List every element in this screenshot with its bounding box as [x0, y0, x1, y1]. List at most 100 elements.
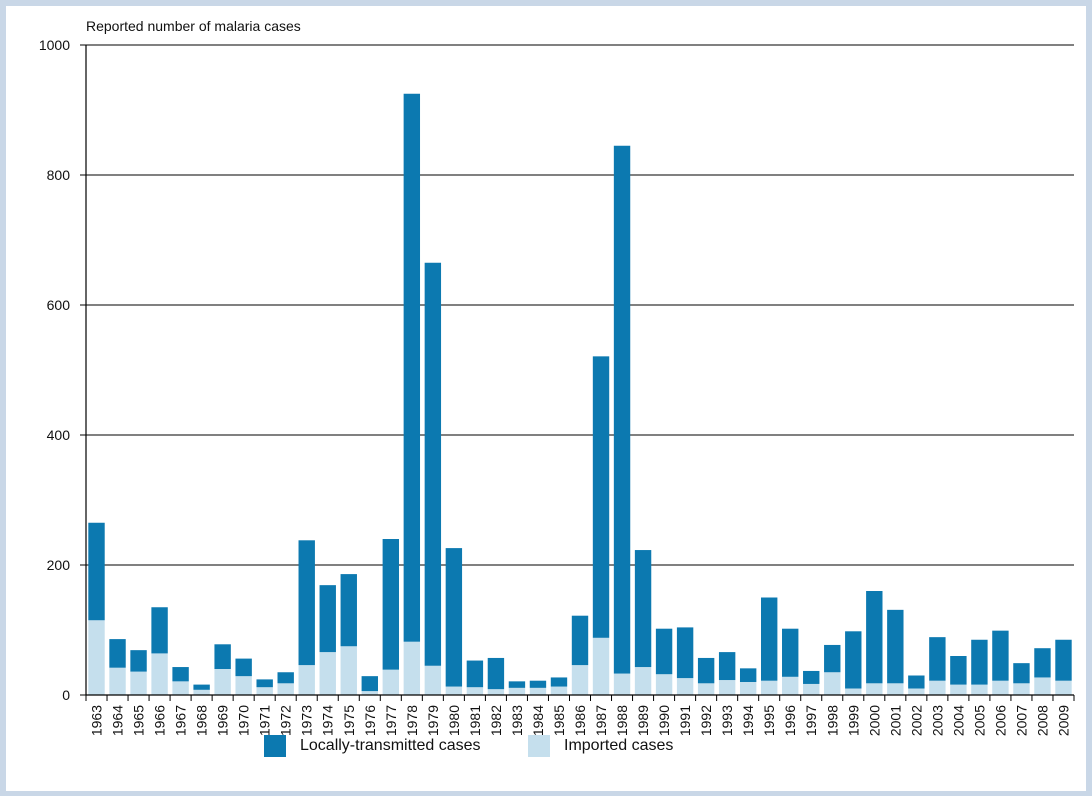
bar-imported-1974	[319, 652, 336, 695]
y-tick-label-400: 400	[47, 427, 71, 443]
legend-item-local: Locally-transmitted cases	[264, 735, 481, 757]
bar-imported-1967	[172, 681, 189, 695]
bar-imported-1991	[676, 678, 694, 695]
axis-labels: 0 200 400 600 800 1000 Reported number of mala…	[39, 18, 1072, 736]
bar-imported-2007	[1013, 683, 1030, 695]
x-tick-label-2006: 2006	[992, 705, 1008, 736]
bar-imported-1975	[340, 646, 357, 695]
x-tick-label-2002: 2002	[908, 705, 924, 736]
y-tick-label-200: 200	[47, 557, 71, 573]
x-tick-label-1980: 1980	[446, 705, 462, 736]
legend-swatch-imported	[528, 735, 550, 757]
y-tick-label-1000: 1000	[39, 37, 70, 53]
bar-imported-1963	[88, 620, 105, 695]
bar-local-1971	[256, 679, 273, 688]
bar-local-1985	[550, 677, 568, 687]
bar-local-2009	[1055, 639, 1072, 681]
bar-local-1969	[214, 644, 231, 669]
bar-imported-1969	[214, 669, 231, 695]
bar-imported-1987	[592, 637, 610, 695]
x-tick-label-1994: 1994	[740, 705, 756, 736]
bar-imported-2000	[866, 683, 883, 695]
x-tick-label-2004: 2004	[950, 705, 966, 736]
bar-imported-1994	[739, 682, 757, 695]
bar-local-1975	[340, 574, 357, 647]
bar-imported-2003	[929, 680, 946, 695]
bar-imported-2006	[992, 680, 1009, 695]
x-tick-label-1979: 1979	[425, 705, 441, 736]
x-tick-label-1963: 1963	[89, 705, 105, 736]
bar-local-1982	[487, 657, 505, 690]
x-tick-label-1997: 1997	[803, 705, 819, 736]
bar-local-1968	[193, 684, 210, 690]
bar-imported-1992	[697, 683, 715, 695]
x-tick-label-1989: 1989	[635, 705, 651, 736]
x-tick-label-2008: 2008	[1034, 705, 1050, 736]
x-tick-label-1976: 1976	[362, 705, 378, 736]
bar-local-2008	[1034, 648, 1051, 678]
bar-local-1993	[718, 652, 736, 681]
bar-local-1972	[277, 672, 294, 684]
bars	[88, 93, 1072, 695]
x-tick-label-1987: 1987	[593, 705, 609, 736]
x-tick-label-1967: 1967	[173, 705, 189, 736]
x-tick-label-1971: 1971	[257, 705, 273, 736]
x-tick-label-1965: 1965	[131, 705, 147, 736]
bar-local-2004	[950, 656, 967, 685]
bar-imported-1981	[466, 687, 484, 695]
bar-local-1992	[697, 657, 715, 684]
bar-imported-1973	[298, 665, 315, 695]
bar-local-2001	[887, 609, 904, 684]
x-tick-label-1999: 1999	[845, 705, 861, 736]
bar-local-1986	[571, 615, 589, 666]
bar-local-1976	[361, 676, 378, 692]
malaria-cases-chart: 0 200 400 600 800 1000 Reported number of mala…	[39, 18, 1075, 736]
bar-imported-1966	[151, 653, 168, 695]
grid-lines	[86, 44, 1074, 566]
bar-local-2000	[866, 591, 883, 684]
bar-imported-1993	[718, 680, 736, 695]
x-tick-label-2007: 2007	[1013, 705, 1029, 736]
bar-imported-1972	[277, 683, 294, 695]
bar-local-1988	[613, 145, 631, 674]
bar-imported-1999	[845, 688, 862, 695]
bar-local-1987	[592, 356, 610, 638]
x-tick-label-1966: 1966	[152, 705, 168, 736]
bar-local-1977	[382, 539, 400, 670]
x-tick-label-1978: 1978	[404, 705, 420, 736]
bar-imported-2005	[971, 684, 988, 695]
bar-local-2007	[1013, 663, 1030, 684]
bar-local-1970	[235, 658, 252, 677]
bar-imported-2001	[887, 683, 904, 695]
bar-local-1967	[172, 667, 189, 682]
x-tick-label-1995: 1995	[761, 705, 777, 736]
bar-imported-2002	[908, 688, 925, 695]
x-tick-label-2001: 2001	[887, 705, 903, 736]
bar-local-1981	[466, 660, 484, 688]
bar-imported-1984	[529, 687, 547, 695]
x-tick-label-2005: 2005	[971, 705, 987, 736]
bar-local-1995	[760, 597, 778, 681]
bar-local-1980	[445, 548, 463, 687]
x-tick-label-1969: 1969	[215, 705, 231, 736]
bar-imported-1965	[130, 671, 147, 695]
bar-local-1999	[845, 631, 862, 689]
x-tick-label-1992: 1992	[698, 705, 714, 736]
legend-label-imported: Imported cases	[564, 737, 674, 754]
bar-local-1979	[424, 262, 442, 666]
bar-imported-1995	[760, 680, 778, 695]
bar-local-1973	[298, 540, 315, 666]
x-tick-label-1993: 1993	[719, 705, 735, 736]
x-tick-label-1998: 1998	[824, 705, 840, 736]
bar-imported-1977	[382, 669, 400, 695]
y-axis-title: Reported number of malaria cases	[86, 18, 301, 34]
bar-local-1997	[803, 670, 820, 684]
x-tick-label-2003: 2003	[929, 705, 945, 736]
x-tick-label-1974: 1974	[320, 705, 336, 736]
x-tick-label-1975: 1975	[341, 705, 357, 736]
bar-imported-1990	[655, 674, 673, 695]
bar-imported-1980	[445, 686, 463, 695]
bar-imported-2004	[950, 684, 967, 695]
x-tick-label-2000: 2000	[866, 705, 882, 736]
bar-local-2006	[992, 630, 1009, 681]
